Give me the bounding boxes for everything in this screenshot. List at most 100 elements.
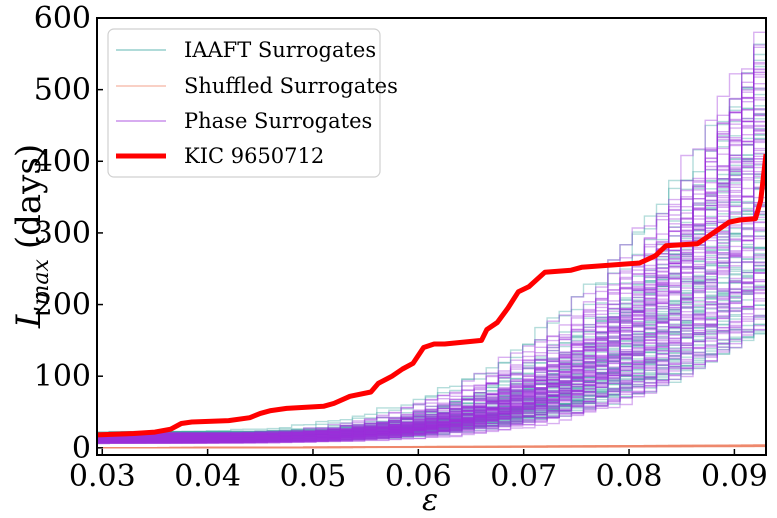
x-tick-label: 0.03	[69, 459, 136, 494]
x-axis-title: ε	[422, 483, 438, 518]
legend-box	[107, 28, 381, 178]
surrogate-line	[97, 444, 766, 449]
surrogate-line	[97, 138, 766, 440]
surrogate-line	[97, 198, 766, 442]
surrogate-line	[97, 445, 766, 449]
surrogate-line	[97, 45, 766, 439]
surrogate-line	[97, 281, 766, 442]
y-axis-ticks: 0 100 200 300 400 500 600	[34, 1, 103, 466]
surrogate-line	[97, 195, 766, 436]
surrogate-line	[97, 208, 766, 443]
x-tick-label: 0.09	[701, 459, 768, 494]
surrogate-line	[97, 445, 766, 449]
surrogate-line	[97, 444, 766, 449]
y-tick-label: 0	[72, 431, 91, 466]
surrogate-line	[97, 249, 766, 441]
surrogate-line	[97, 127, 766, 437]
surrogate-line	[97, 172, 766, 438]
y-axis-title: Lmax (days)	[9, 144, 54, 329]
surrogate-line	[97, 243, 766, 441]
surrogate-line	[97, 18, 766, 437]
surrogate-line	[97, 18, 766, 444]
surrogate-line	[97, 50, 766, 442]
surrogate-line	[97, 271, 766, 437]
surrogate-line	[97, 113, 766, 438]
surrogate-line	[97, 444, 766, 449]
surrogate-line	[97, 186, 766, 434]
surrogate-line	[97, 444, 766, 449]
surrogate-line	[97, 278, 766, 442]
surrogate-line	[97, 180, 766, 439]
surrogate-line	[97, 123, 766, 435]
surrogate-line	[97, 444, 766, 449]
surrogate-line	[97, 444, 766, 449]
surrogate-line	[97, 316, 766, 438]
surrogate-line	[97, 445, 766, 449]
surrogate-line	[97, 157, 766, 437]
surrogate-line	[97, 139, 766, 437]
surrogate-line	[97, 100, 766, 436]
surrogate-line	[97, 321, 766, 434]
surrogate-line	[97, 282, 766, 440]
legend-label-phase: Phase Surrogates	[184, 109, 372, 133]
legend: IAAFT Surrogates Shuffled Surrogates Pha…	[107, 28, 398, 178]
surrogate-line	[97, 227, 766, 440]
surrogate-line	[97, 59, 766, 437]
surrogate-line	[97, 187, 766, 439]
surrogate-line	[97, 280, 766, 436]
surrogate-line	[97, 445, 766, 449]
surrogate-line	[97, 189, 766, 438]
x-tick-label: 0.04	[174, 459, 241, 494]
surrogate-line	[97, 445, 766, 449]
legend-label-observed: KIC 9650712	[184, 144, 324, 168]
surrogate-line	[97, 444, 766, 449]
y-tick-label: 600	[34, 1, 91, 36]
surrogate-line	[97, 277, 766, 443]
surrogate-line	[97, 254, 766, 441]
surrogate-line	[97, 211, 766, 436]
surrogate-line	[97, 444, 766, 449]
surrogate-line	[97, 445, 766, 449]
surrogate-line	[97, 325, 766, 434]
surrogate-line	[97, 156, 766, 436]
surrogate-line	[97, 159, 766, 438]
surrogate-line	[97, 70, 766, 440]
surrogate-line	[97, 277, 766, 443]
y-axis-title-main: L	[9, 306, 49, 330]
surrogate-line	[97, 445, 766, 449]
surrogate-line	[97, 227, 766, 438]
y-tick-label: 400	[34, 144, 91, 179]
surrogate-line	[97, 444, 766, 449]
surrogate-line	[97, 219, 766, 441]
surrogate-line	[97, 81, 766, 437]
surrogate-line	[97, 18, 766, 444]
surrogate-line	[97, 64, 766, 440]
surrogate-line	[97, 254, 766, 444]
surrogate-line	[97, 37, 766, 443]
surrogate-line	[97, 36, 766, 441]
surrogate-line	[97, 264, 766, 442]
surrogate-line	[97, 18, 766, 442]
plot-frame	[96, 17, 767, 456]
surrogate-line	[97, 213, 766, 437]
surrogate-line	[97, 262, 766, 442]
surrogate-line	[97, 292, 766, 437]
surrogate-line	[97, 155, 766, 443]
surrogate-line	[97, 127, 766, 441]
surrogate-line	[97, 445, 766, 449]
surrogate-line	[97, 265, 766, 440]
surrogate-line	[97, 445, 766, 449]
surrogate-line	[97, 444, 766, 449]
surrogate-line	[97, 177, 766, 437]
surrogate-line	[97, 298, 766, 436]
surrogate-line	[97, 309, 766, 440]
surrogate-line	[97, 445, 766, 449]
surrogate-line	[97, 256, 766, 441]
surrogate-line	[97, 328, 766, 437]
surrogate-line	[97, 123, 766, 444]
surrogate-line	[97, 121, 766, 440]
surrogate-line	[97, 229, 766, 442]
surrogate-line	[97, 445, 766, 449]
surrogate-line	[97, 205, 766, 435]
surrogate-line	[97, 445, 766, 449]
